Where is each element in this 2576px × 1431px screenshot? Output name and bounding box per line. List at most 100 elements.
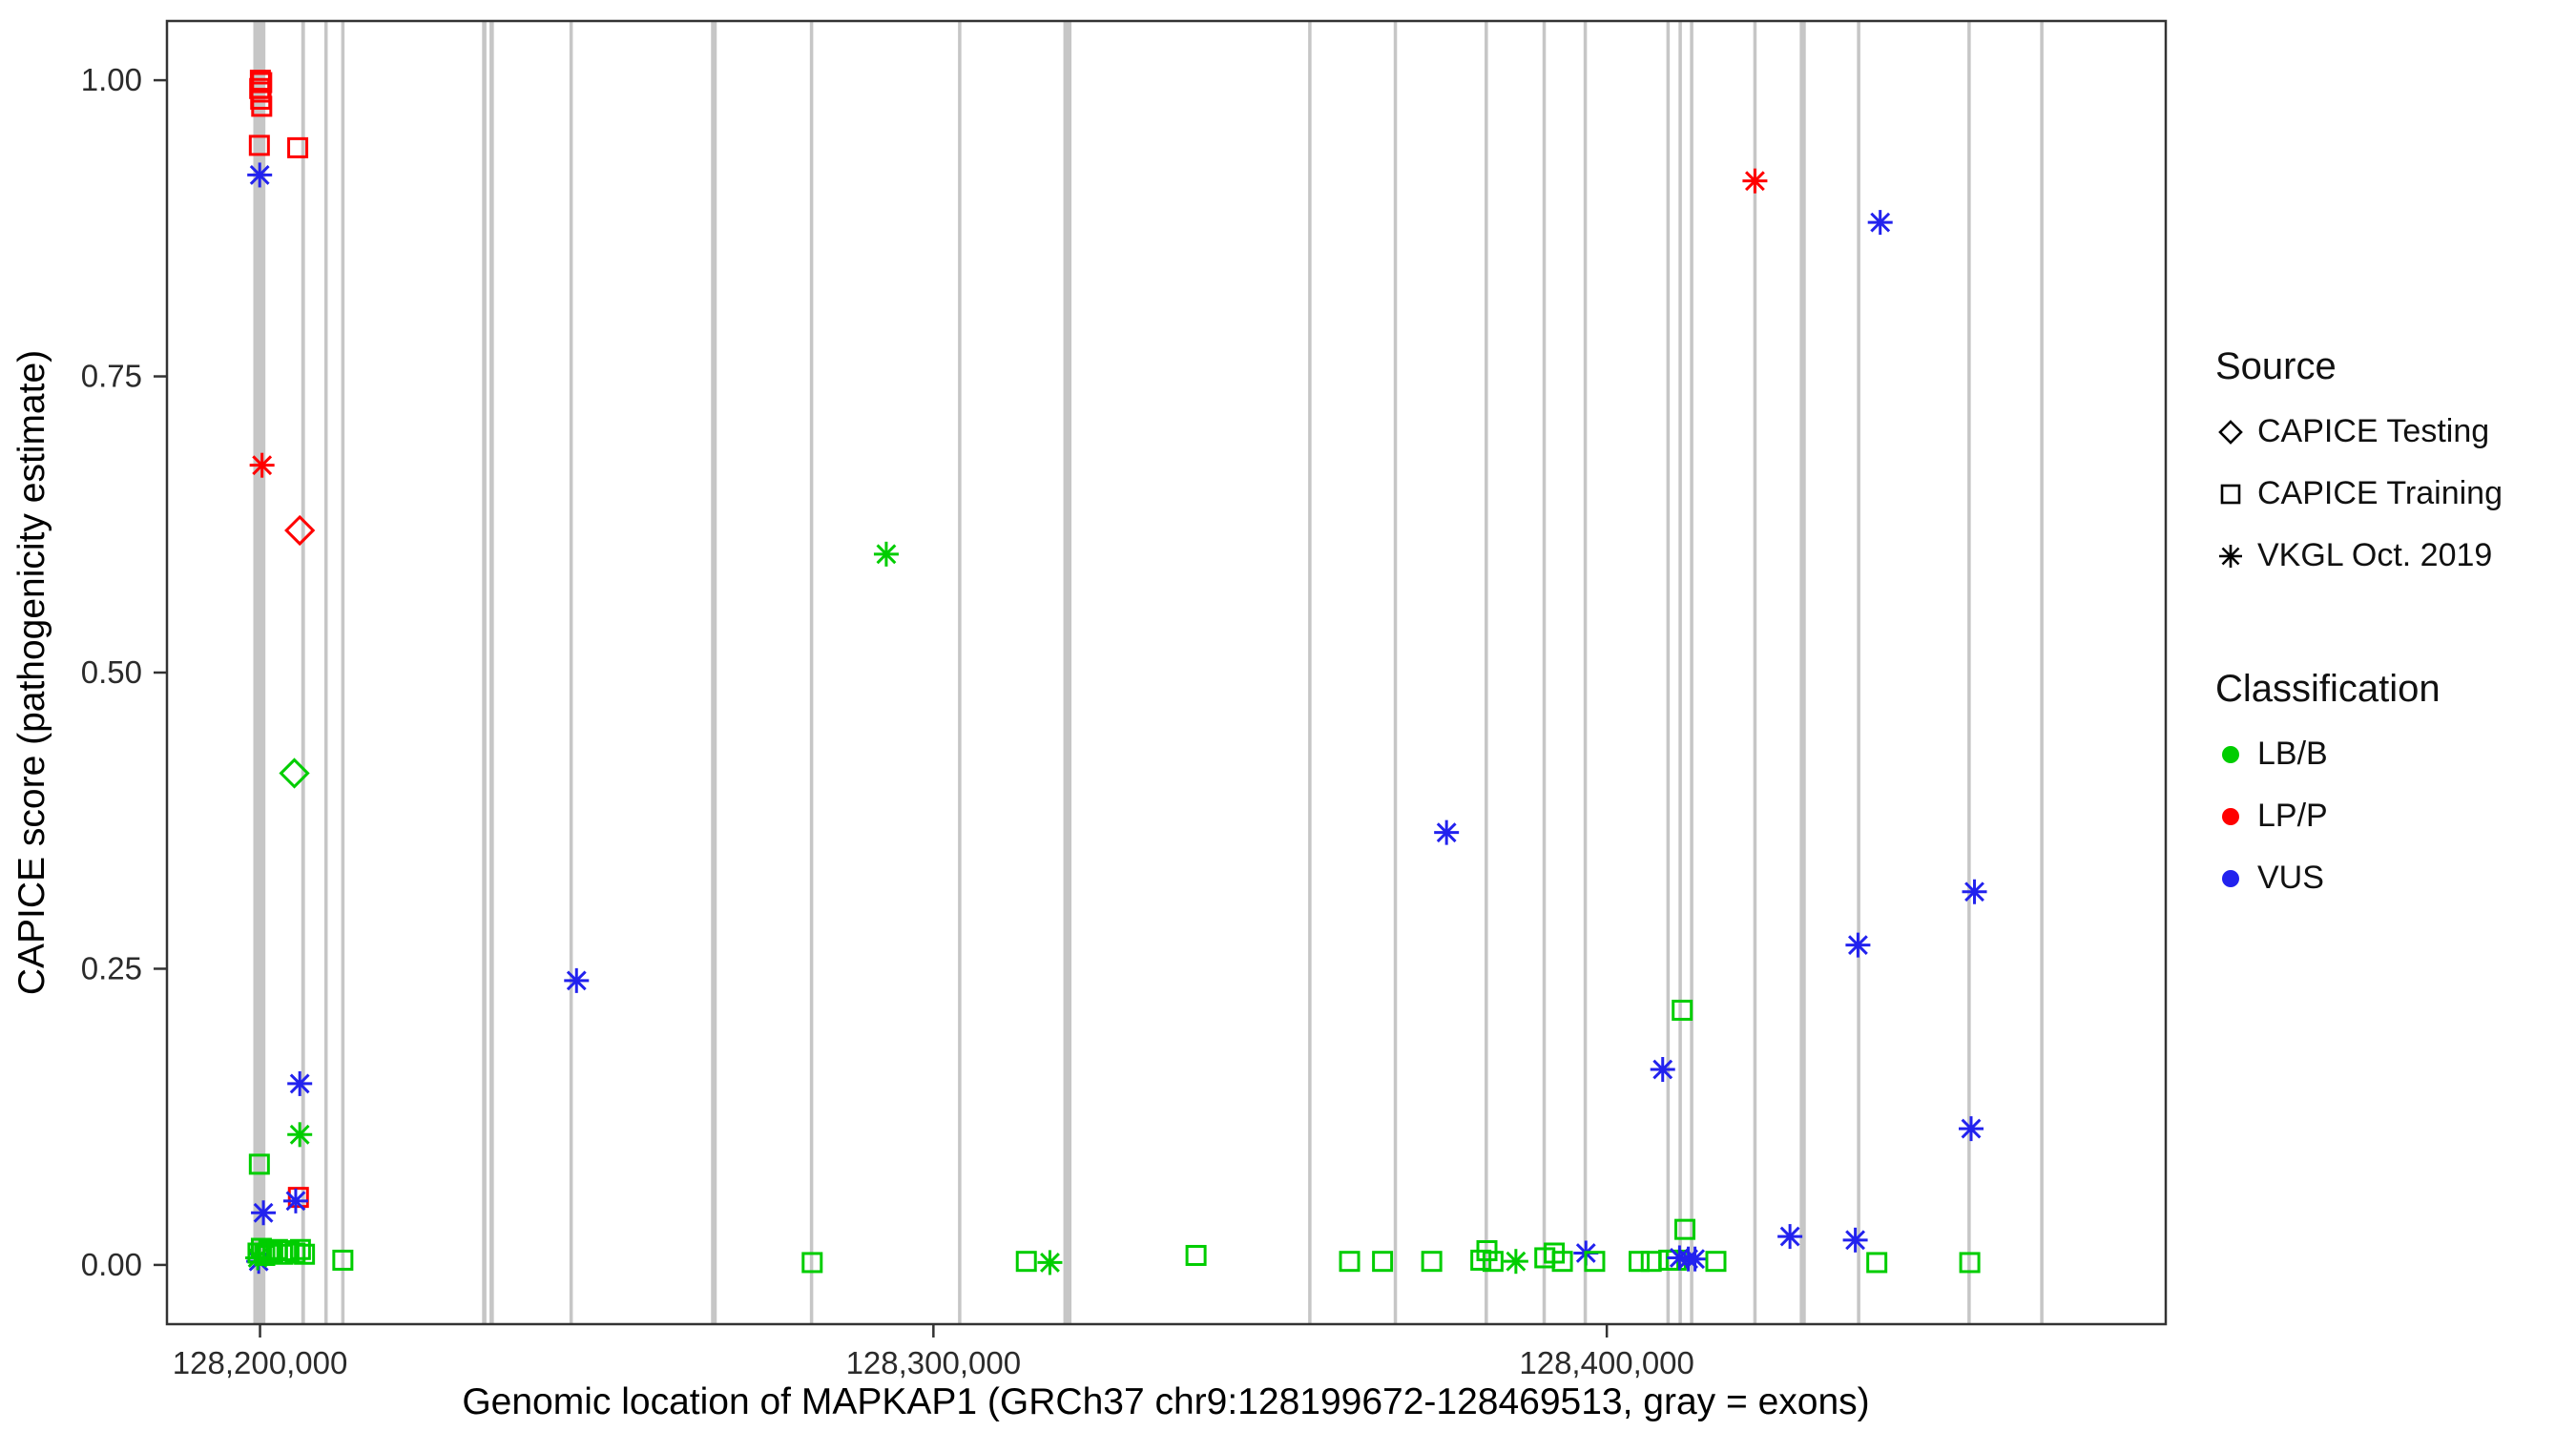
y-tick-label: 0.50 [81,654,142,690]
exon-band [489,21,494,1324]
data-point [248,135,270,156]
x-tick-label: 128,400,000 [1519,1345,1694,1380]
exon-band [1967,21,1971,1324]
legend-item-label: LP/P [2257,798,2328,834]
data-point [1629,1251,1651,1273]
y-tick-label: 0.25 [81,950,142,985]
exon-band [711,21,717,1324]
legend-item-label: CAPICE Training [2257,475,2503,511]
data-point [1339,1251,1361,1273]
data-point [1185,1244,1207,1266]
data-point [1037,1250,1063,1275]
x-axis-title: Genomic location of MAPKAP1 (GRCh37 chr9… [462,1381,1869,1422]
exon-band [1485,21,1488,1324]
data-point [278,1240,300,1262]
legend-item-capice-testing: CAPICE Testing [2215,413,2570,450]
data-point [1672,999,1693,1021]
data-point [1842,1227,1868,1253]
data-point [1959,1252,1981,1274]
exon-band [1308,21,1312,1324]
data-point [251,1200,277,1226]
data-point [1958,1116,1984,1142]
data-point [1650,1057,1675,1083]
exon-band [1678,21,1682,1324]
exon-band [2040,21,2044,1324]
exon-band [1690,21,1693,1324]
exon-band [1799,21,1806,1324]
y-tick-label: 0.00 [81,1247,142,1282]
data-point [251,95,273,117]
legend-item-label: CAPICE Testing [2257,413,2490,449]
exon-bands-layer [253,21,2044,1324]
exon-band [323,21,328,1324]
data-point [1674,1218,1696,1240]
exon-band [1393,21,1398,1324]
exon-band [253,21,266,1324]
exon-band [301,21,305,1324]
legend: Source CAPICE Testing CAPICE Training VK… [2215,345,2570,922]
x-tick-label: 128,200,000 [173,1345,348,1380]
exon-band [569,21,573,1324]
data-point [332,1249,354,1271]
exon-band [958,21,962,1324]
legend-item-capice-training: CAPICE Training [2215,475,2570,512]
data-point [287,136,309,158]
data-point [564,967,590,993]
data-point [282,1188,308,1213]
data-point [1640,1251,1662,1273]
data-points-layer [245,70,1987,1275]
data-point [1434,819,1460,845]
legend-item-vus: VUS [2215,860,2570,897]
data-point [1584,1251,1606,1273]
diamond-icon [2215,417,2257,447]
x-tick-label: 128,300,000 [846,1345,1022,1380]
y-tick-label: 0.75 [81,359,142,394]
legend-item-label: VUS [2257,860,2324,896]
legend-item-vkgl: VKGL Oct. 2019 [2215,537,2570,574]
data-point [1866,1252,1888,1274]
y-axis-title: CAPICE score (pathogenicity estimate) [11,350,52,995]
data-point [284,514,316,547]
data-point [289,1238,311,1260]
data-point [247,162,273,188]
data-point [249,452,275,478]
exon-band [1666,21,1671,1324]
data-point [250,1237,272,1259]
data-point [287,1187,309,1209]
data-point [873,541,899,567]
data-point [294,1243,316,1265]
data-point [287,1122,313,1148]
lpp-dot-icon [2215,801,2257,832]
data-point [1421,1251,1443,1273]
exon-band [1857,21,1860,1324]
data-point [1015,1251,1037,1273]
exon-band [1753,21,1757,1324]
data-point [1845,932,1871,958]
lbb-dot-icon [2215,739,2257,770]
exon-band [1063,21,1072,1324]
y-tick-label: 1.00 [81,62,142,97]
exon-band [809,21,814,1324]
data-point [801,1252,823,1274]
legend-source-title: Source [2215,345,2337,387]
axes-layer: 128,200,000 128,300,000 128,400,000 0.00 0.2… [81,19,2168,1380]
exon-band [1542,21,1547,1324]
data-point [1482,1251,1504,1273]
legend-classification-title: Classification [2215,668,2441,710]
asterisk-icon [2215,541,2257,571]
data-point [1503,1249,1528,1275]
panel-border [165,19,2168,1326]
legend-item-lpp: LP/P [2215,798,2570,835]
exon-band [482,21,487,1324]
data-point [287,1070,313,1096]
data-point [1372,1251,1394,1273]
exon-band [1583,21,1588,1324]
data-point [1867,210,1893,236]
legend-item-lbb: LB/B [2215,736,2570,773]
data-point [1705,1251,1727,1273]
legend-item-label: LB/B [2257,736,2328,772]
vus-dot-icon [2215,863,2257,894]
data-point [1742,168,1768,194]
